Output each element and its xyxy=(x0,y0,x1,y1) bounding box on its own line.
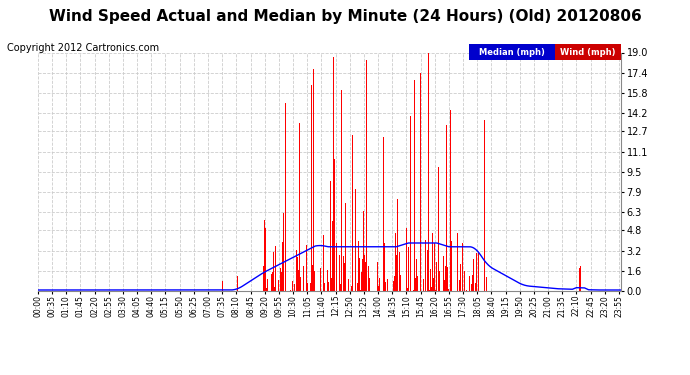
Text: Median (mph): Median (mph) xyxy=(480,48,545,57)
Text: Copyright 2012 Cartronics.com: Copyright 2012 Cartronics.com xyxy=(7,43,159,53)
Text: Wind (mph): Wind (mph) xyxy=(560,48,616,57)
Text: Wind Speed Actual and Median by Minute (24 Hours) (Old) 20120806: Wind Speed Actual and Median by Minute (… xyxy=(48,9,642,24)
